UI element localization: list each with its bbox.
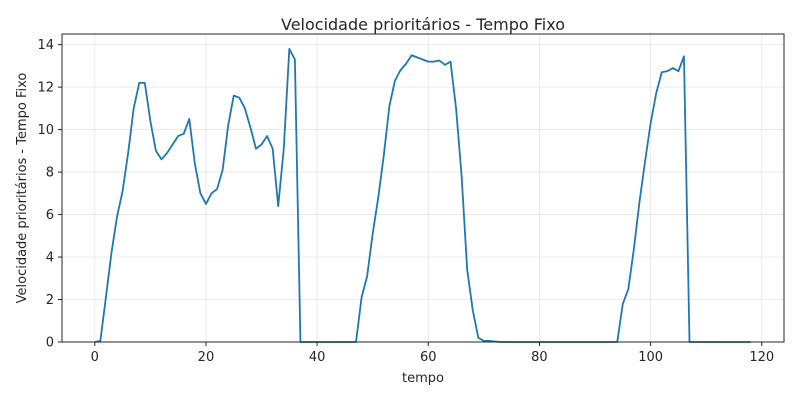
y-axis: 0 2 4 6 8 10 12 14 <box>37 38 62 351</box>
x-axis-title: tempo <box>402 371 444 386</box>
x-tick-label: 60 <box>420 350 437 365</box>
y-tick-label: 12 <box>37 81 54 96</box>
grid-lines <box>62 34 784 343</box>
x-tick-label: 80 <box>531 350 548 365</box>
x-tick-label: 40 <box>309 350 326 365</box>
chart-title: Velocidade prioritários - Tempo Fixo <box>281 15 565 34</box>
y-tick-label: 14 <box>37 38 54 53</box>
x-tick-label: 20 <box>198 350 215 365</box>
y-tick-label: 2 <box>46 293 54 308</box>
y-tick-label: 0 <box>46 336 54 351</box>
y-tick-label: 6 <box>46 208 54 223</box>
x-tick-label: 120 <box>749 350 774 365</box>
series-line-1 <box>94 47 751 343</box>
x-tick-label: 0 <box>91 350 99 365</box>
x-axis: 0 20 40 60 80 100 120 <box>91 342 774 365</box>
x-tick-label: 100 <box>638 350 663 365</box>
plot-area-frame <box>61 33 785 343</box>
y-axis-title: Velocidade prioritários - Tempo Fixo <box>15 73 30 304</box>
y-tick-label: 4 <box>46 251 54 266</box>
series-layer <box>94 47 751 343</box>
y-tick-label: 8 <box>46 166 54 181</box>
y-tick-label: 10 <box>37 123 54 138</box>
